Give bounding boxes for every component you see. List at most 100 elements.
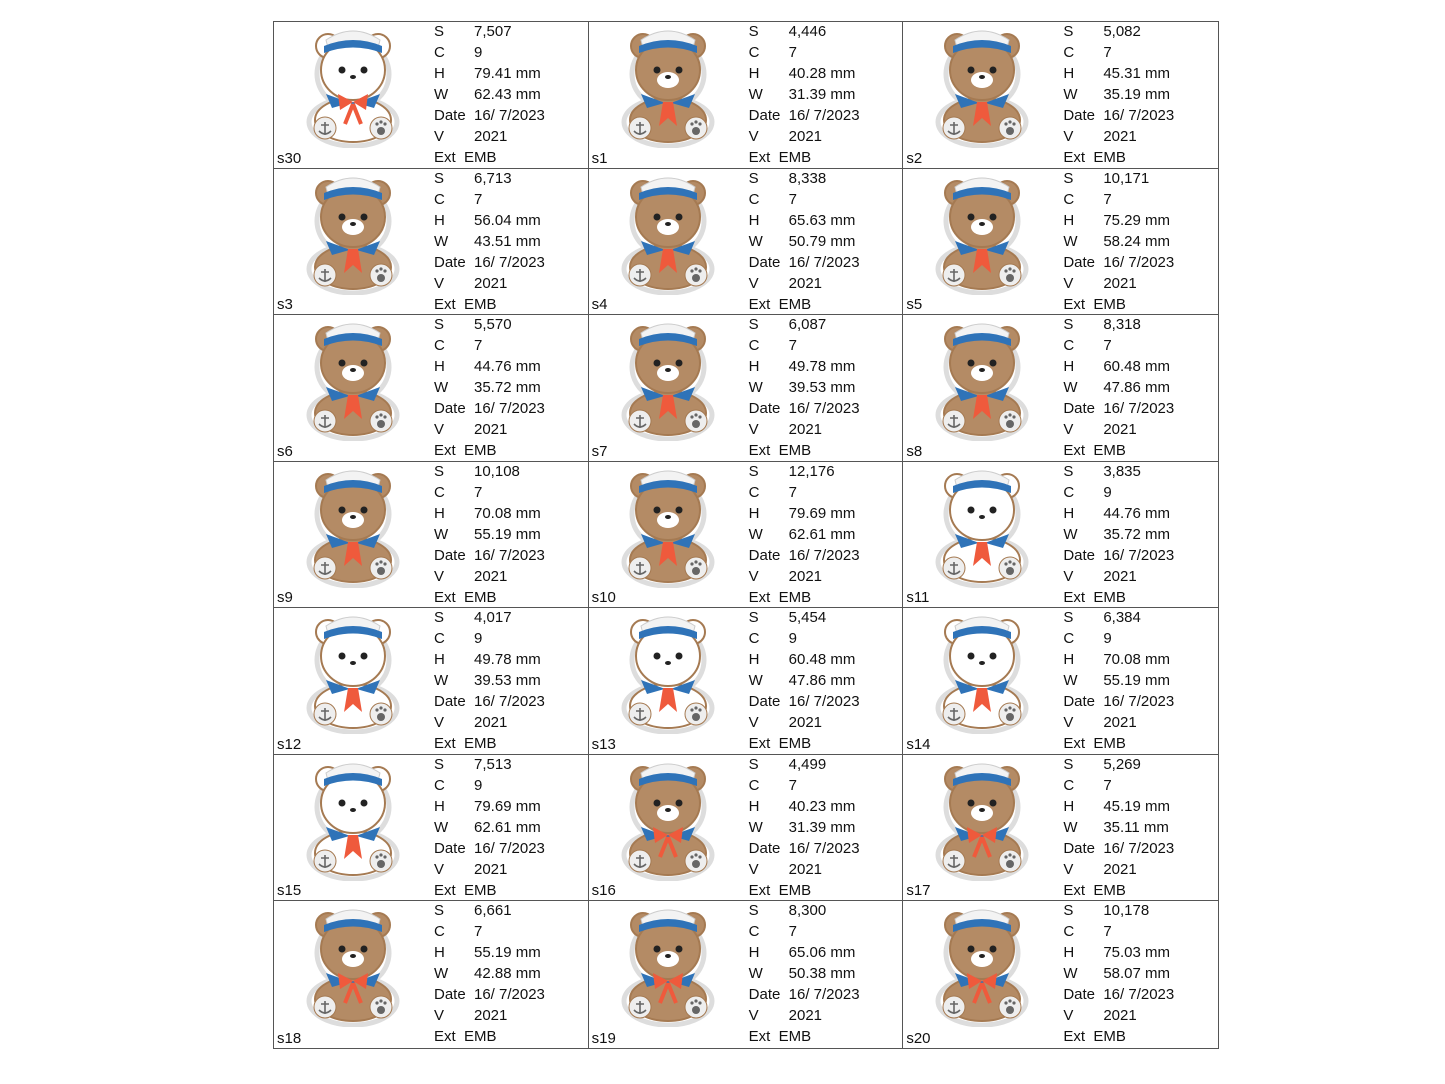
property-label: W [1063,86,1078,103]
property-h: H 65.06 mm [749,943,860,964]
design-properties: S 6,384 C 9 H 70.08 mm W 55.19 mm Date 1… [1063,608,1175,754]
property-label: W [1063,232,1078,250]
property-label: C [434,776,445,794]
bear-embroidery-thumbnail [306,30,400,148]
property-value: 62.61 mm [474,818,541,836]
property-ext: Ext EMB [749,734,860,754]
property-value: 9 [1103,630,1112,648]
property-c: C 9 [434,629,545,650]
property-value: 16/ 7/2023 [788,986,860,1004]
property-value: 50.79 mm [788,232,856,250]
property-h: H 79.69 mm [434,797,545,818]
property-value: 7 [474,337,483,355]
property-v: V 2021 [749,713,860,734]
design-name: s30 [277,149,302,167]
property-value: 2021 [474,860,508,878]
property-value: EMB [1093,588,1126,606]
property-label: Date [748,839,781,857]
property-value: 16/ 7/2023 [474,107,545,124]
design-name: s9 [277,589,293,607]
property-s: S 6,713 [434,169,545,190]
design-properties: S 5,570 C 7 H 44.76 mm W 35.72 mm Date 1… [434,315,545,461]
property-value: 2021 [788,274,823,292]
design-name: s6 [277,442,293,460]
property-value: 16/ 7/2023 [474,546,545,564]
property-w: W 31.39 mm [749,818,860,839]
property-value: 5,269 [1103,755,1141,773]
property-date: Date 16/ 7/2023 [434,253,545,274]
bear-embroidery-thumbnail [935,323,1029,442]
property-value: 60.48 mm [788,651,856,669]
property-value: 43.51 mm [474,232,541,250]
design-name: s12 [277,735,302,753]
property-label: C [748,44,760,61]
property-label: Ext [1063,295,1086,313]
property-label: C [748,630,760,648]
design-name: s4 [591,296,608,314]
design-name: s19 [591,1029,616,1047]
property-value: 35.72 mm [474,379,541,397]
property-label: C [748,483,760,501]
design-properties: S 5,269 C 7 H 45.19 mm W 35.11 mm Date 1… [1063,755,1174,901]
property-value: 10,108 [474,462,520,480]
property-label: C [748,923,760,941]
design-properties: S 7,513 C 9 H 79.69 mm W 62.61 mm Date 1… [434,755,545,901]
property-ext: Ext EMB [1063,295,1174,315]
property-date: Date 16/ 7/2023 [749,546,860,567]
property-label: Date [748,107,781,124]
property-value: 2021 [1103,1007,1137,1025]
property-value: 40.23 mm [788,797,856,815]
design-properties: S 6,087 C 7 H 49.78 mm W 39.53 mm Date 1… [749,315,860,461]
design-cell: S 5,082 C 7 H 45.31 mm W 35.19 mm Date 1… [903,22,1218,169]
property-c: C 7 [749,776,860,797]
property-v: V 2021 [434,420,545,441]
property-label: C [1063,776,1075,794]
property-value: 16/ 7/2023 [1103,107,1175,124]
property-value: 16/ 7/2023 [474,986,545,1004]
property-s: S 7,507 [434,22,545,43]
design-properties: S 10,108 C 7 H 70.08 mm W 55.19 mm Date … [434,462,545,608]
property-ext: Ext EMB [749,148,860,168]
property-ext: Ext EMB [434,734,545,754]
property-value: 2021 [788,421,823,439]
property-value: 9 [1103,483,1112,501]
property-label: S [1063,23,1074,40]
property-h: H 75.03 mm [1063,943,1174,964]
property-s: S 7,513 [434,755,545,776]
property-label: S [1063,169,1074,187]
property-label: V [1063,1007,1074,1025]
property-c: C 7 [749,922,860,943]
design-properties: S 4,017 C 9 H 49.78 mm W 39.53 mm Date 1… [434,608,545,754]
property-s: S 12,176 [749,462,860,483]
design-cell: S 7,513 C 9 H 79.69 mm W 62.61 mm Date 1… [274,754,589,902]
property-label: S [748,609,759,627]
property-label: H [748,65,760,82]
property-h: H 40.28 mm [749,64,860,85]
design-cell: S 4,017 C 9 H 49.78 mm W 39.53 mm Date 1… [274,608,589,755]
property-s: S 4,499 [749,755,860,776]
property-w: W 58.24 mm [1063,232,1174,253]
property-label: H [748,504,760,522]
property-label: C [1063,923,1075,941]
property-label: Ext [748,588,771,606]
property-value: 5,454 [788,609,827,627]
property-value: EMB [464,442,497,460]
property-v: V 2021 [749,420,860,441]
property-value: 6,087 [788,316,827,334]
property-date: Date 16/ 7/2023 [1063,546,1174,567]
bear-embroidery-thumbnail [935,763,1029,881]
property-value: 58.07 mm [1103,965,1171,983]
property-value: 16/ 7/2023 [788,253,860,271]
property-c: C 7 [1063,336,1174,357]
property-value: 7,513 [474,755,512,773]
property-w: W 62.43 mm [434,85,545,106]
property-label: W [434,86,449,103]
property-label: S [1063,316,1074,334]
property-value: 50.38 mm [788,965,856,983]
property-value: 16/ 7/2023 [1103,693,1175,711]
property-label: Date [434,107,466,124]
property-h: H 60.48 mm [749,650,860,671]
property-label: S [434,609,445,627]
property-label: H [1063,358,1075,376]
property-value: 2021 [1103,714,1137,732]
